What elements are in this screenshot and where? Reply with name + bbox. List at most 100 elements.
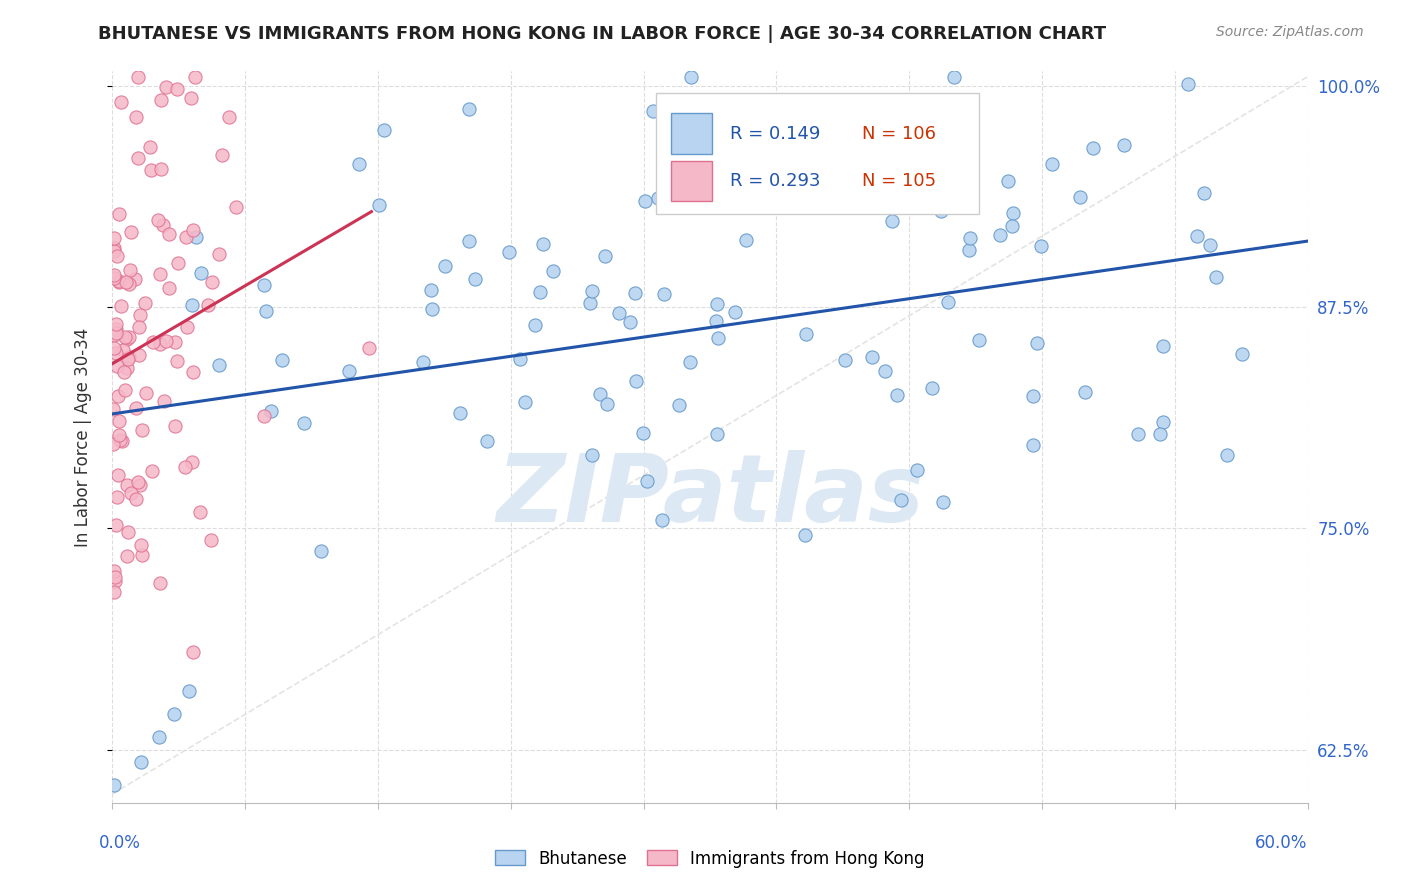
Point [166,81,188,95]
Point [134,296,156,310]
Point [167,255,190,269]
Point [651,513,673,527]
Point [641,103,664,118]
Point [107,207,129,221]
Point [103,241,125,255]
Point [959,231,981,245]
Point [125,401,148,415]
Point [1040,157,1063,171]
Point [111,434,134,448]
Point [531,236,554,251]
Point [271,353,294,368]
Point [208,247,231,261]
Point [197,298,219,312]
Point [120,486,142,500]
Point [794,327,817,342]
Point [794,528,817,542]
Point [631,426,654,441]
Point [309,543,332,558]
Point [115,332,138,346]
Point [101,436,124,450]
Point [1187,228,1209,243]
Point [105,317,128,331]
Point [957,243,980,257]
Point [420,283,443,297]
Point [1199,237,1222,252]
Point [115,549,138,564]
Point [990,227,1012,242]
Text: 60.0%: 60.0% [1256,834,1308,852]
Point [1002,205,1025,219]
Point [498,244,520,259]
Text: 0.0%: 0.0% [98,834,141,852]
Point [1069,190,1091,204]
Point [148,731,170,745]
Point [253,277,276,292]
Point [581,285,603,299]
Point [624,374,647,388]
Point [103,231,125,245]
Point [524,318,547,333]
Point [176,320,198,334]
Point [1194,186,1216,200]
Point [593,249,616,263]
Point [875,364,897,378]
Point [458,234,481,248]
Point [292,416,315,430]
Point [1029,238,1052,252]
Point [103,564,125,578]
Point [149,161,172,176]
Point [477,434,499,449]
Point [181,365,204,379]
Point [157,281,180,295]
Point [862,161,884,175]
Point [704,314,727,328]
Point [165,418,187,433]
Point [190,266,212,280]
Point [138,140,160,154]
Point [152,218,174,232]
Point [607,306,630,320]
Point [619,315,641,329]
Point [679,354,702,368]
Point [259,403,281,417]
Point [105,359,128,374]
Point [581,448,603,462]
Point [149,337,172,351]
Point [103,585,125,599]
Point [886,387,908,401]
Point [125,110,148,124]
Bar [671,113,713,153]
Point [129,755,152,769]
Point [681,70,703,84]
Point [155,334,177,348]
Point [860,350,883,364]
Point [905,463,928,477]
Point [163,707,186,722]
Point [181,223,204,237]
Point [174,229,197,244]
FancyBboxPatch shape [657,94,979,214]
Point [124,271,146,285]
Point [541,264,564,278]
Point [190,505,212,519]
Point [969,334,991,348]
Point [458,102,481,116]
Point [509,351,531,366]
Point [107,467,129,482]
Point [103,328,125,343]
Point [105,490,128,504]
Point [1152,415,1174,429]
Point [103,778,125,792]
Point [225,200,247,214]
Text: R = 0.149: R = 0.149 [730,125,821,143]
Point [149,93,172,107]
Point [104,574,127,589]
Point [942,70,965,84]
Point [706,427,728,442]
Point [108,413,131,427]
Point [114,330,136,344]
Point [127,70,149,84]
Point [633,194,655,208]
Point [115,361,138,376]
